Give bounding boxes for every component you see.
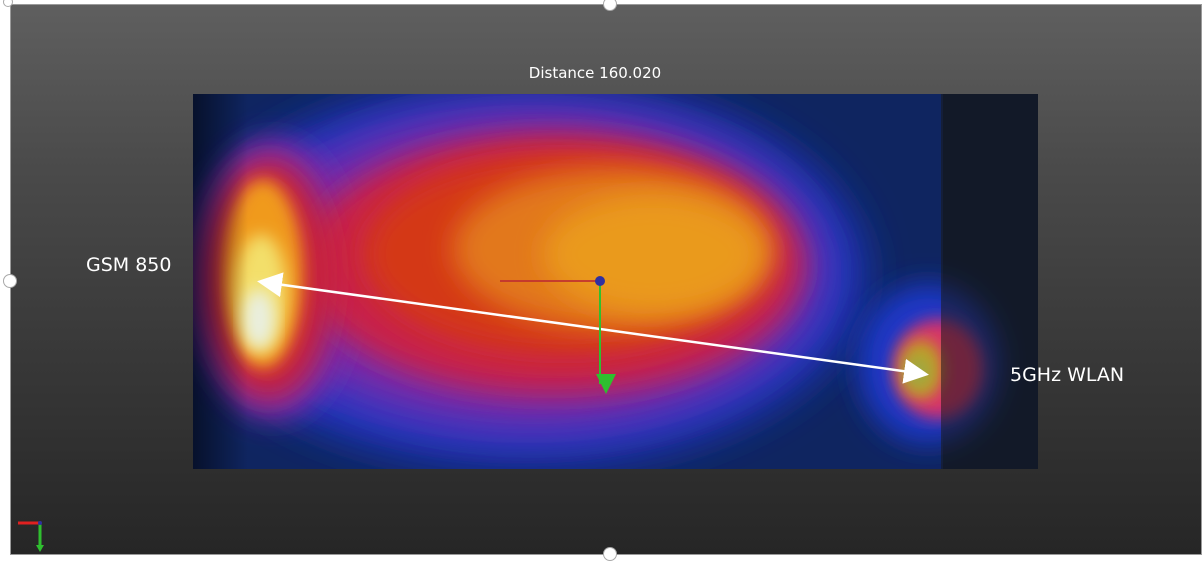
distance-arrow[interactable]: [257, 272, 929, 384]
resize-handle-icon[interactable]: [603, 0, 617, 11]
resize-handle-icon[interactable]: [3, 0, 13, 7]
xyz-axis-triad-icon: [18, 521, 44, 552]
resize-handle-icon[interactable]: [603, 547, 617, 561]
port-label-gsm: GSM 850: [86, 254, 172, 276]
resize-handle-icon[interactable]: [3, 274, 17, 288]
port-label-wlan: 5GHz WLAN: [1010, 364, 1125, 386]
pivot-point[interactable]: [595, 276, 605, 286]
distance-measurement-label: Distance 160.020: [528, 64, 662, 82]
